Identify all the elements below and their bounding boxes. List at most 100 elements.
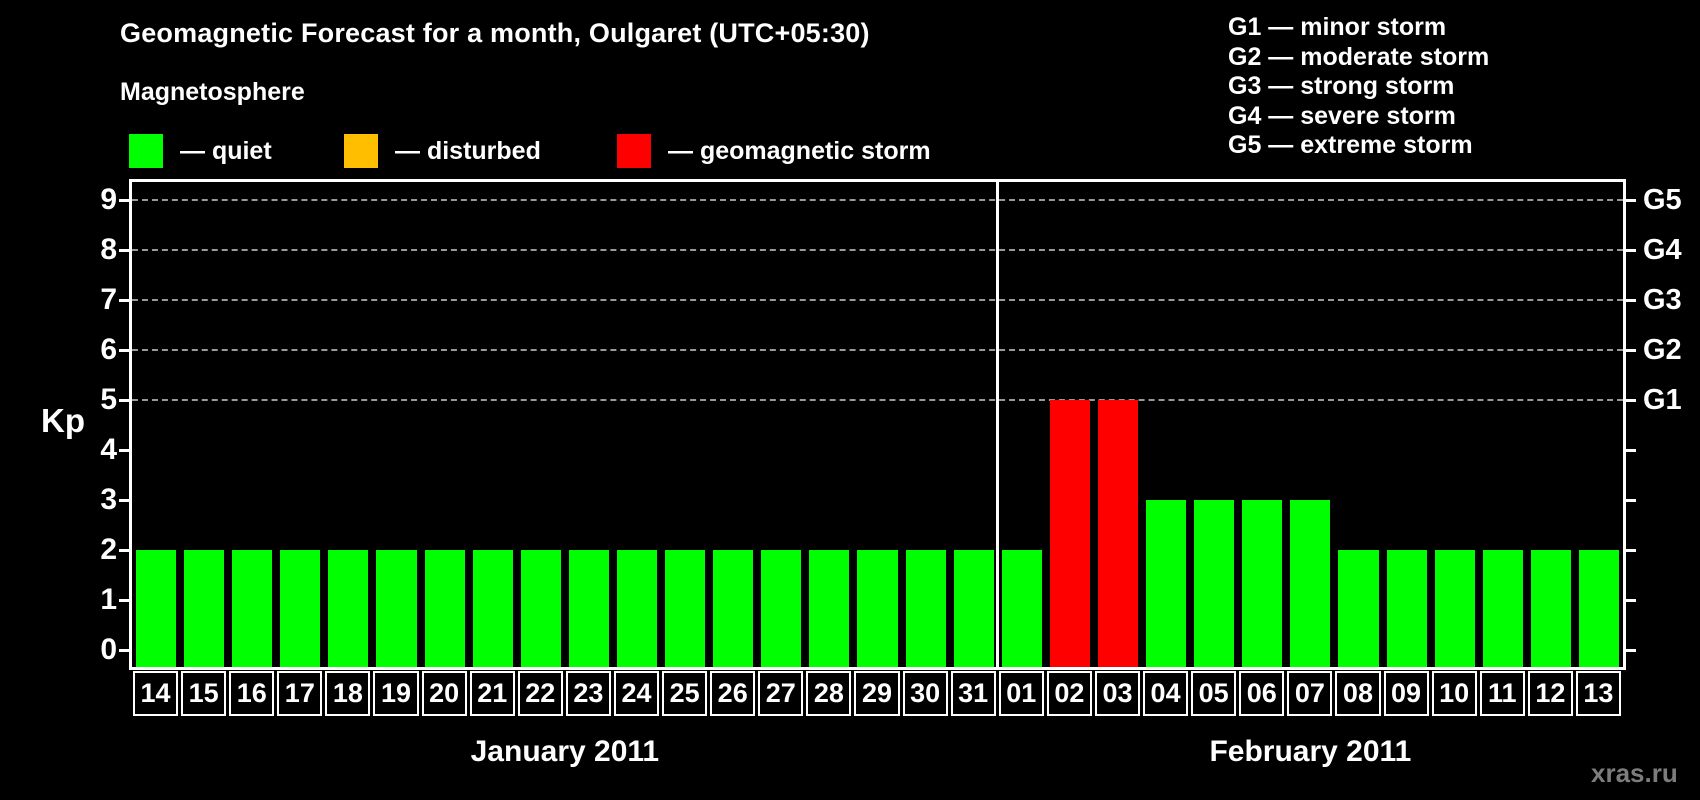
day-box-09: 09 [1383, 671, 1429, 716]
bar-day-09 [1386, 550, 1427, 667]
right-axis-label-g3: G3 [1643, 284, 1682, 316]
right-tick-kp2 [1623, 548, 1636, 552]
day-box-06: 06 [1239, 671, 1285, 716]
kp-axis-label: Kp [41, 402, 85, 439]
gridline-kp5 [132, 399, 1623, 401]
day-box-11: 11 [1479, 671, 1525, 716]
bar-day-07 [1290, 500, 1331, 667]
bar-day-04 [1146, 500, 1187, 667]
ytick-label-9: 9 [100, 183, 117, 216]
legend-disturbed-label: — disturbed [395, 136, 541, 165]
left-tick-kp8 [119, 248, 132, 252]
legend-item-storm: — geomagnetic storm [617, 134, 931, 168]
bar-day-13 [1578, 550, 1619, 667]
day-box-13: 13 [1575, 671, 1621, 716]
day-box-20: 20 [421, 671, 467, 716]
left-tick-kp0 [119, 648, 132, 652]
day-box-05: 05 [1191, 671, 1237, 716]
quiet-color-swatch [129, 134, 163, 168]
magnetosphere-legend-heading: Magnetosphere [120, 78, 305, 106]
ytick-label-0: 0 [100, 633, 117, 666]
day-box-27: 27 [758, 671, 804, 716]
bar-day-08 [1338, 550, 1379, 667]
day-box-23: 23 [565, 671, 611, 716]
bar-day-14 [136, 550, 177, 667]
legend-item-disturbed: — disturbed [344, 134, 541, 168]
day-box-30: 30 [902, 671, 948, 716]
left-tick-kp3 [119, 498, 132, 502]
right-tick-kp6 [1623, 348, 1636, 352]
right-tick-kp5 [1623, 398, 1636, 402]
chart-title: Geomagnetic Forecast for a month, Oulgar… [120, 18, 870, 48]
left-tick-kp7 [119, 298, 132, 302]
g3-legend-line: G3 — strong storm [1228, 72, 1455, 100]
right-axis-label-g5: G5 [1643, 184, 1682, 216]
left-tick-kp6 [119, 348, 132, 352]
day-box-26: 26 [710, 671, 756, 716]
g2-legend-line: G2 — moderate storm [1228, 42, 1490, 71]
day-box-16: 16 [229, 671, 275, 716]
legend-storm-label: — geomagnetic storm [668, 136, 931, 165]
bar-day-22 [520, 550, 561, 667]
right-tick-kp0 [1623, 648, 1636, 652]
gridline-kp6 [132, 349, 1623, 351]
gridline-kp7 [132, 299, 1623, 301]
bar-day-10 [1434, 550, 1475, 667]
right-axis-label-g4: G4 [1643, 234, 1682, 266]
day-box-08: 08 [1335, 671, 1381, 716]
day-box-15: 15 [181, 671, 227, 716]
right-tick-kp8 [1623, 248, 1636, 252]
right-tick-kp7 [1623, 298, 1636, 302]
ytick-label-7: 7 [100, 283, 117, 316]
left-tick-kp2 [119, 548, 132, 552]
bar-day-19 [376, 550, 417, 667]
g4-legend-line: G4 — severe storm [1228, 101, 1456, 130]
bar-day-26 [713, 550, 754, 667]
day-box-18: 18 [325, 671, 371, 716]
day-box-31: 31 [950, 671, 996, 716]
disturbed-color-swatch [344, 134, 378, 168]
bar-day-24 [616, 550, 658, 667]
month-label-0: January 2011 [470, 735, 660, 768]
day-box-01: 01 [998, 671, 1044, 716]
bar-day-06 [1242, 500, 1283, 667]
right-tick-kp9 [1623, 198, 1636, 202]
day-box-12: 12 [1527, 671, 1573, 716]
watermark: xras.ru [1591, 758, 1678, 788]
bar-day-01 [1001, 550, 1042, 667]
storm-color-swatch [617, 134, 651, 168]
bar-day-03 [1097, 400, 1139, 667]
day-box-28: 28 [806, 671, 852, 716]
bar-day-30 [905, 550, 946, 667]
g-storm-scale-legend: G1 — minor storm G2 — moderate storm G3 … [1228, 13, 1489, 161]
ytick-label-3: 3 [100, 483, 117, 516]
day-box-07: 07 [1287, 671, 1333, 716]
bar-day-27 [761, 550, 802, 667]
day-box-25: 25 [662, 671, 708, 716]
day-box-17: 17 [277, 671, 323, 716]
bar-day-11 [1482, 550, 1523, 667]
bar-day-25 [665, 550, 706, 667]
bar-day-20 [424, 550, 465, 667]
gridline-kp8 [132, 249, 1623, 251]
ytick-label-8: 8 [100, 233, 117, 266]
month-separator-line [996, 182, 1000, 667]
left-tick-kp5 [119, 398, 132, 402]
day-box-29: 29 [854, 671, 900, 716]
day-box-19: 19 [373, 671, 419, 716]
gridline-kp9 [132, 199, 1623, 201]
legend-quiet-label: — quiet [180, 136, 272, 165]
bar-day-02 [1049, 400, 1090, 667]
right-tick-kp1 [1623, 598, 1636, 602]
plot-area [132, 182, 1623, 667]
bar-day-16 [232, 550, 273, 667]
left-tick-kp1 [119, 598, 132, 602]
left-tick-kp4 [119, 448, 132, 452]
g5-legend-line: G5 — extreme storm [1228, 131, 1473, 159]
ytick-label-5: 5 [100, 383, 117, 416]
legend-item-quiet: — quiet [129, 134, 272, 168]
ytick-label-4: 4 [100, 433, 117, 466]
bar-day-05 [1194, 500, 1235, 667]
month-label-1: February 2011 [1209, 735, 1412, 768]
day-box-24: 24 [613, 671, 660, 716]
